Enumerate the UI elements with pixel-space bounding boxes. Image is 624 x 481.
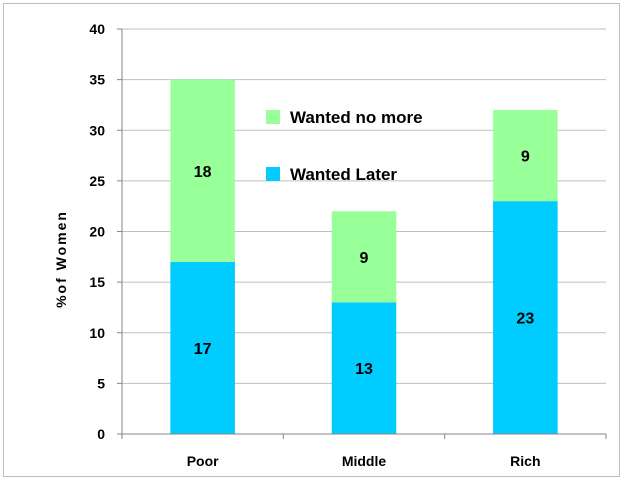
legend-label: Wanted no more — [290, 108, 423, 127]
data-label: 23 — [516, 311, 534, 328]
legend: Wanted no more Wanted Later — [266, 108, 423, 184]
bars — [170, 79, 558, 434]
y-tick-label: 25 — [89, 173, 105, 189]
y-tick-label: 40 — [89, 21, 105, 37]
data-label: 13 — [355, 361, 373, 378]
x-category-label: Rich — [510, 453, 540, 469]
x-category-label: Middle — [342, 453, 387, 469]
data-label: 17 — [194, 341, 212, 358]
data-label: 9 — [360, 250, 369, 267]
chart-frame: 0 5 10 15 20 25 30 35 40 Poor Middle Rich 17 18 13 9 2… — [3, 3, 620, 477]
y-tick-labels: 0 5 10 15 20 25 30 35 40 — [89, 21, 105, 442]
bar-poor-series-1 — [170, 79, 235, 262]
y-tick-label: 5 — [97, 375, 105, 391]
y-tick-label: 15 — [89, 274, 105, 290]
y-tick-label: 35 — [89, 72, 105, 88]
y-tick-label: 10 — [89, 325, 105, 341]
y-tick-label: 30 — [89, 122, 105, 138]
data-labels: 17 18 13 9 23 9 — [194, 149, 535, 379]
x-category-labels: Poor Middle Rich — [187, 453, 541, 469]
bar-rich-series-1 — [493, 110, 558, 202]
axes — [117, 28, 607, 439]
legend-swatch — [266, 167, 280, 181]
y-tick-label: 0 — [97, 426, 105, 442]
legend-swatch — [266, 110, 280, 124]
legend-label: Wanted Later — [290, 165, 397, 184]
y-axis-title: %of Women — [53, 210, 69, 308]
data-label: 18 — [194, 164, 212, 181]
bar-middle-series-0 — [331, 302, 397, 434]
y-tick-label: 20 — [89, 224, 105, 240]
bar-poor-series-0 — [170, 261, 235, 434]
x-category-label: Poor — [187, 453, 219, 469]
bar-rich-series-0 — [493, 201, 558, 434]
data-label: 9 — [521, 149, 530, 166]
bar-middle-series-1 — [331, 211, 397, 303]
stacked-bar-chart: 0 5 10 15 20 25 30 35 40 Poor Middle Rich 17 18 13 9 2… — [53, 21, 607, 469]
